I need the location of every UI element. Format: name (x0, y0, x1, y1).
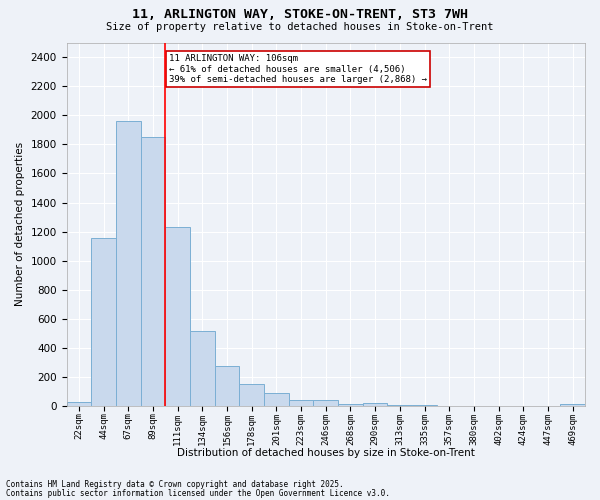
Bar (313, 400, 338, 406)
X-axis label: Distribution of detached houses by size in Stoke-on-Trent: Distribution of detached houses by size … (177, 448, 475, 458)
Bar (239, 384, 264, 406)
Bar (190, 332, 215, 406)
Text: 11, ARLINGTON WAY, STOKE-ON-TRENT, ST3 7WH: 11, ARLINGTON WAY, STOKE-ON-TRENT, ST3 7… (132, 8, 468, 20)
Bar (165, 228, 190, 406)
Text: Contains HM Land Registry data © Crown copyright and database right 2025.: Contains HM Land Registry data © Crown c… (6, 480, 344, 489)
Bar (215, 366, 239, 406)
Bar (289, 400, 313, 406)
Y-axis label: Number of detached properties: Number of detached properties (15, 142, 25, 306)
Bar (67, 402, 91, 406)
Bar (140, 137, 165, 406)
Text: Contains public sector information licensed under the Open Government Licence v3: Contains public sector information licen… (6, 489, 390, 498)
Bar (560, 404, 585, 406)
Bar (388, 405, 412, 406)
Text: 11 ARLINGTON WAY: 106sqm
← 61% of detached houses are smaller (4,506)
39% of sem: 11 ARLINGTON WAY: 106sqm ← 61% of detach… (169, 54, 427, 84)
Bar (116, 121, 140, 406)
Bar (338, 404, 363, 406)
Text: Size of property relative to detached houses in Stoke-on-Trent: Size of property relative to detached ho… (106, 22, 494, 32)
Bar (91, 238, 116, 406)
Bar (264, 393, 289, 406)
Bar (363, 402, 388, 406)
